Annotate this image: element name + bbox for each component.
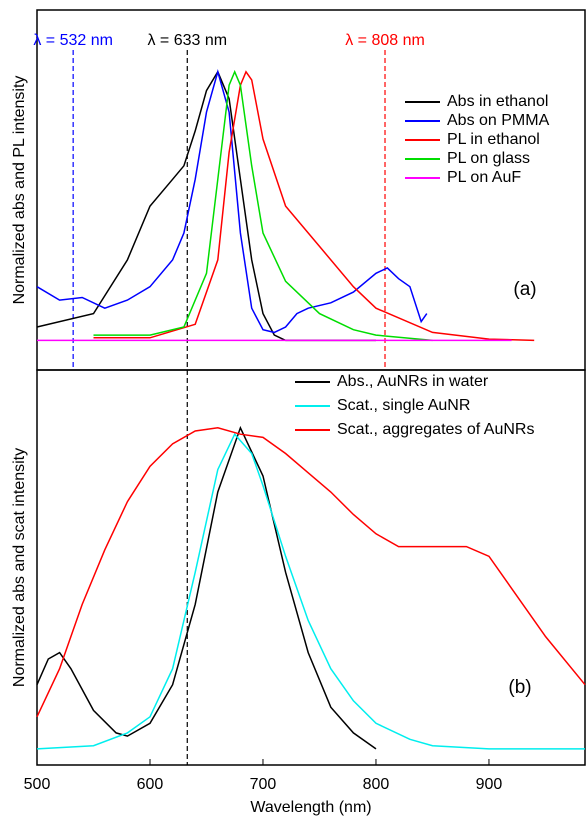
data-line (36, 432, 585, 750)
x-tick-label: 500 (24, 776, 51, 793)
reference-label: λ = 808 nm (345, 32, 425, 49)
data-line (93, 69, 433, 342)
legend-label: PL in ethanol (447, 131, 540, 148)
legend-label: Scat., single AuNR (337, 397, 470, 414)
legend-label: Abs in ethanol (447, 93, 548, 110)
panel-label: (b) (508, 677, 531, 698)
reference-label: λ = 532 nm (33, 32, 113, 49)
y-axis-label: Normalized abs and PL intensity (11, 76, 28, 305)
legend-label: PL on glass (447, 150, 530, 167)
legend-label: PL on AuF (447, 169, 521, 186)
plot-frame (36, 369, 586, 766)
plot-frame (36, 9, 586, 371)
y-axis-label: Normalized abs and scat intensity (11, 448, 28, 687)
x-tick-label: 700 (250, 776, 277, 793)
data-line (36, 427, 586, 718)
x-tick-label: 800 (363, 776, 390, 793)
data-line (36, 69, 428, 334)
x-axis-label: Wavelength (nm) (250, 799, 371, 816)
panel-label: (a) (513, 279, 536, 300)
legend-label: Scat., aggregates of AuNRs (337, 421, 534, 438)
data-line (36, 425, 377, 750)
reference-label: λ = 633 nm (147, 32, 227, 49)
legend-label: Abs on PMMA (447, 112, 550, 129)
data-line (93, 70, 535, 342)
legend-label: Abs., AuNRs in water (337, 373, 489, 390)
x-tick-label: 900 (476, 776, 503, 793)
x-tick-label: 600 (137, 776, 164, 793)
data-line (36, 70, 376, 342)
